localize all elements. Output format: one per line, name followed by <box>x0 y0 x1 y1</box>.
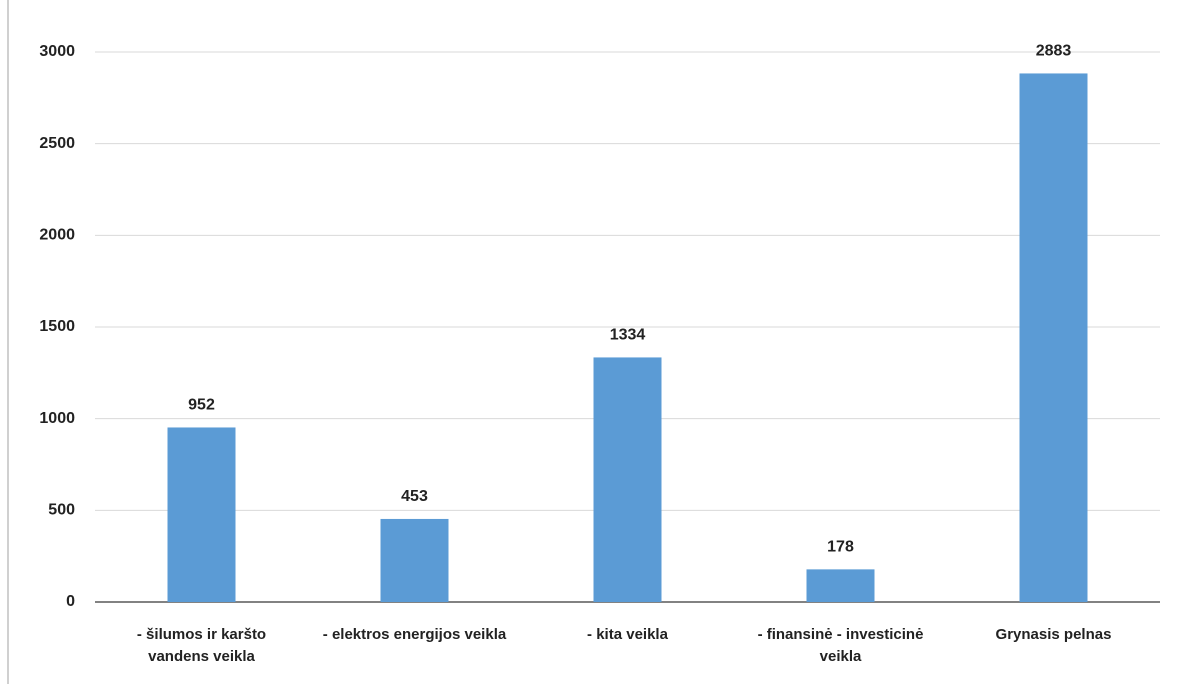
value-label: 1334 <box>610 327 646 344</box>
y-tick-label: 2500 <box>39 135 75 152</box>
y-tick-label: 0 <box>66 593 75 610</box>
bar <box>806 569 875 602</box>
bar <box>380 518 449 602</box>
x-tick-label: - kita veikla <box>587 626 668 643</box>
value-label: 453 <box>401 488 428 505</box>
bar <box>167 427 236 602</box>
value-label: 2883 <box>1036 43 1072 60</box>
value-label: 178 <box>827 539 854 556</box>
x-tick-label: - elektros energijos veikla <box>322 626 507 643</box>
x-tick-label: - šilumos ir karšto vandens veikla <box>136 626 267 665</box>
value-label: 952 <box>188 397 215 414</box>
y-tick-label: 1500 <box>39 318 75 335</box>
x-tick-label: - finansinė - investicinė veikla <box>757 626 924 665</box>
x-tick-label: Grynasis pelnas <box>995 626 1112 643</box>
y-tick-label: 1000 <box>39 410 75 427</box>
bar <box>593 357 662 602</box>
y-tick-label: 2000 <box>39 227 75 244</box>
y-tick-label: 500 <box>48 502 75 519</box>
bar <box>1019 73 1088 602</box>
y-tick-label: 3000 <box>39 43 75 60</box>
